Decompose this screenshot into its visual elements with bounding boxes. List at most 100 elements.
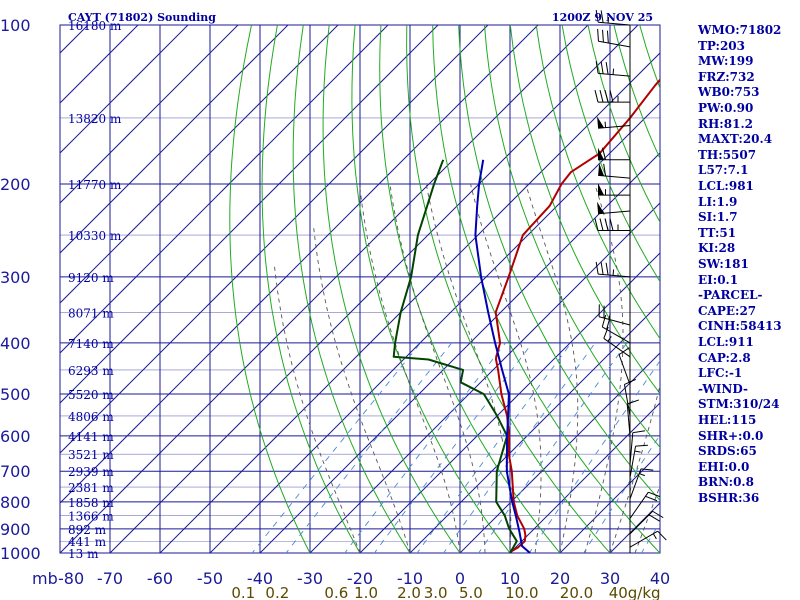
moist-adiabat <box>584 183 624 553</box>
isotherm <box>559 452 660 553</box>
index-line: RH:81.2 <box>698 116 753 131</box>
mixing-ratio-label: 20.0 <box>560 584 593 600</box>
moist-adiabat <box>425 183 512 553</box>
dry-adiabat <box>261 25 361 553</box>
wind-barb-staff <box>629 491 649 519</box>
isotherm <box>159 52 660 553</box>
wind-barb <box>629 444 648 478</box>
index-line: EHI:0.0 <box>698 459 750 474</box>
wind-barb-half-flag <box>634 450 641 453</box>
index-line: PW:0.90 <box>698 101 754 115</box>
index-line: WB0:753 <box>698 85 760 100</box>
parcel-profile <box>474 159 531 553</box>
wind-barb <box>597 201 631 215</box>
wind-barb-staff <box>629 530 658 548</box>
wind-barb-flag <box>602 29 604 43</box>
index-line: HEL:115 <box>698 413 757 427</box>
height-label: 1366 m <box>68 510 114 524</box>
wind-barb-flag <box>609 218 614 231</box>
moist-adiabat <box>470 183 542 553</box>
index-line: FRZ:732 <box>698 69 755 84</box>
wind-barb <box>595 9 631 26</box>
pressure-tick-600: 600 <box>0 427 31 446</box>
profiles <box>392 78 660 553</box>
isotherm <box>60 25 289 254</box>
temperature-tick: -70 <box>97 569 123 588</box>
index-line: -WIND- <box>698 381 748 396</box>
wind-barb-flag <box>599 90 604 103</box>
dry-adiabat <box>535 25 660 340</box>
isotherm <box>60 25 489 454</box>
wind-barb-pennant <box>598 183 604 196</box>
temperature-profile <box>494 78 660 553</box>
isotherm <box>60 25 589 553</box>
index-line: WMO:71802 <box>698 23 782 37</box>
mixing-ratio-line <box>640 521 660 553</box>
wind-barb-flag <box>657 530 667 541</box>
mixing-ratio-label: 0.6 <box>324 584 348 600</box>
wind-barb-flag <box>640 468 654 471</box>
moist-adiabat <box>313 225 411 553</box>
moist-adiabat <box>359 183 461 553</box>
index-line: BSHR:36 <box>698 491 760 505</box>
pressure-tick-500: 500 <box>0 385 31 404</box>
pressure-tick-900: 900 <box>0 520 31 539</box>
wind-barb-half-flag <box>608 313 611 320</box>
index-line: MAXT:20.4 <box>698 132 773 147</box>
wind-barb <box>597 116 631 129</box>
wind-barb <box>603 326 631 358</box>
isotherm <box>209 102 660 553</box>
isotherm <box>60 25 339 304</box>
wind-barb <box>598 183 630 196</box>
pressure-tick-700: 700 <box>0 462 31 481</box>
index-line: BRN:0.8 <box>698 475 754 490</box>
temperature-tick: -30 <box>297 569 323 588</box>
wind-barb-staff <box>618 354 631 385</box>
wind-barb <box>597 28 631 48</box>
wind-barb-flag <box>645 495 658 502</box>
height-label: 4141 m <box>68 430 114 444</box>
wind-barb <box>629 491 661 519</box>
wind-barb-half-flag <box>604 121 607 128</box>
wind-barb-half-flag <box>639 473 646 477</box>
wind-barb-flag <box>648 514 660 522</box>
height-label: 441 m <box>68 535 107 549</box>
isotherm <box>60 25 439 404</box>
wind-barb-flag <box>600 262 604 275</box>
wind-barb-flag <box>606 317 611 330</box>
temperature-tick: -40 <box>247 569 273 588</box>
wind-barb-flag <box>609 90 614 103</box>
dry-adiabat <box>292 25 411 553</box>
index-line: L57:7.1 <box>698 163 749 178</box>
pressure-tick-300: 300 <box>0 268 31 287</box>
mixing-ratio-line <box>373 342 533 553</box>
wind-barb-pennant <box>597 201 605 214</box>
wind-barb-flag <box>602 147 606 160</box>
mixing-ratio-label: 1.0 <box>354 584 378 600</box>
index-line: MW:199 <box>698 54 754 69</box>
moist-adiabat <box>525 183 579 553</box>
index-line: CINH:58413 <box>698 319 782 334</box>
wind-barb <box>595 261 631 278</box>
wind-barb-flag <box>648 491 661 498</box>
pressure-tick-1000: 1000 <box>0 544 41 563</box>
height-label: 13 m <box>68 547 99 561</box>
station-title: CAYT (71802) Sounding <box>68 11 216 24</box>
wind-barb-flag <box>606 30 609 44</box>
temperature-tick: -60 <box>147 569 173 588</box>
wind-barb <box>629 430 646 465</box>
wind-barb-staff <box>623 384 631 416</box>
height-label: 13820 m <box>68 112 122 126</box>
isotherm <box>60 25 389 354</box>
wind-barb-half-flag <box>612 68 615 75</box>
mixing-ratio-label: 0.1 <box>231 584 255 600</box>
wind-barb-half-flag <box>612 269 615 276</box>
height-label: 1858 m <box>68 496 114 510</box>
wind-barb-pennant <box>597 116 605 129</box>
wind-barb-flag <box>603 326 609 339</box>
mixing-ratio-label: 2.0 <box>397 584 421 600</box>
wind-barb-flag <box>635 444 648 447</box>
